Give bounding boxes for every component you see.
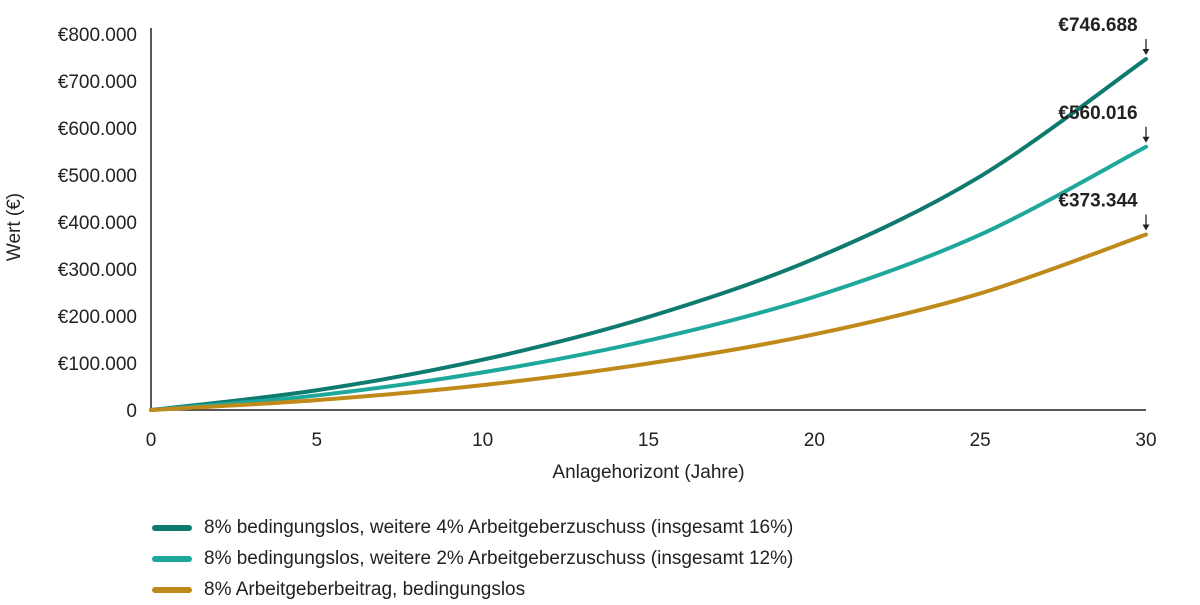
x-axis-title: Anlagehorizont (Jahre): [552, 462, 744, 483]
legend-label: 8% bedingungslos, weitere 2% Arbeitgeber…: [204, 547, 794, 569]
y-tick-label: €600.000: [58, 119, 137, 140]
y-tick-label: €800.000: [58, 25, 137, 46]
end-value-label: €746.688: [1058, 15, 1137, 36]
legend-item: 8% bedingungslos, weitere 2% Arbeitgeber…: [152, 543, 793, 574]
y-tick-label: €100.000: [58, 354, 137, 375]
y-tick-label: 0: [126, 401, 137, 422]
y-tick-label: €700.000: [58, 72, 137, 93]
x-tick-label: 5: [312, 430, 323, 451]
end-label-arrowhead: [1142, 224, 1150, 231]
legend-label: 8% bedingungslos, weitere 4% Arbeitgeber…: [204, 516, 794, 538]
end-label-arrowhead: [1142, 49, 1150, 56]
x-tick-label: 25: [970, 430, 991, 451]
x-axis-ticks: 0 5 10 15 20 25 30: [146, 430, 1157, 451]
series-line: [149, 57, 1148, 412]
series-line: [149, 144, 1148, 412]
x-tick-label: 0: [146, 430, 157, 451]
x-tick-label: 30: [1135, 430, 1156, 451]
legend: 8% bedingungslos, weitere 4% Arbeitgeber…: [152, 512, 793, 605]
end-label-arrowhead: [1142, 136, 1150, 143]
legend-item: 8% bedingungslos, weitere 4% Arbeitgeber…: [152, 512, 793, 543]
x-tick-label: 10: [472, 430, 493, 451]
end-labels: €746.688 €560.016 €373.344: [1058, 15, 1150, 231]
y-axis-ticks: 0 €100.000 €200.000 €300.000 €400.000 €500.00…: [58, 25, 137, 422]
legend-item: 8% Arbeitgeberbeitrag, bedingungslos: [152, 574, 793, 605]
series-lines: [149, 57, 1148, 412]
legend-swatch: [152, 524, 192, 531]
line-chart: 0 €100.000 €200.000 €300.000 €400.000 €500.00…: [4, 15, 1157, 483]
y-tick-label: €300.000: [58, 260, 137, 281]
end-value-label: €560.016: [1058, 103, 1137, 124]
y-tick-label: €200.000: [58, 307, 137, 328]
y-tick-label: €500.000: [58, 166, 137, 187]
y-axis-title: Wert (€): [4, 193, 25, 261]
legend-swatch: [152, 555, 192, 562]
legend-label: 8% Arbeitgeberbeitrag, bedingungslos: [204, 578, 526, 600]
x-tick-label: 20: [804, 430, 825, 451]
x-tick-label: 15: [638, 430, 659, 451]
y-tick-label: €400.000: [58, 213, 137, 234]
legend-swatch: [152, 586, 192, 593]
series-line: [149, 232, 1148, 412]
end-value-label: €373.344: [1058, 191, 1138, 212]
